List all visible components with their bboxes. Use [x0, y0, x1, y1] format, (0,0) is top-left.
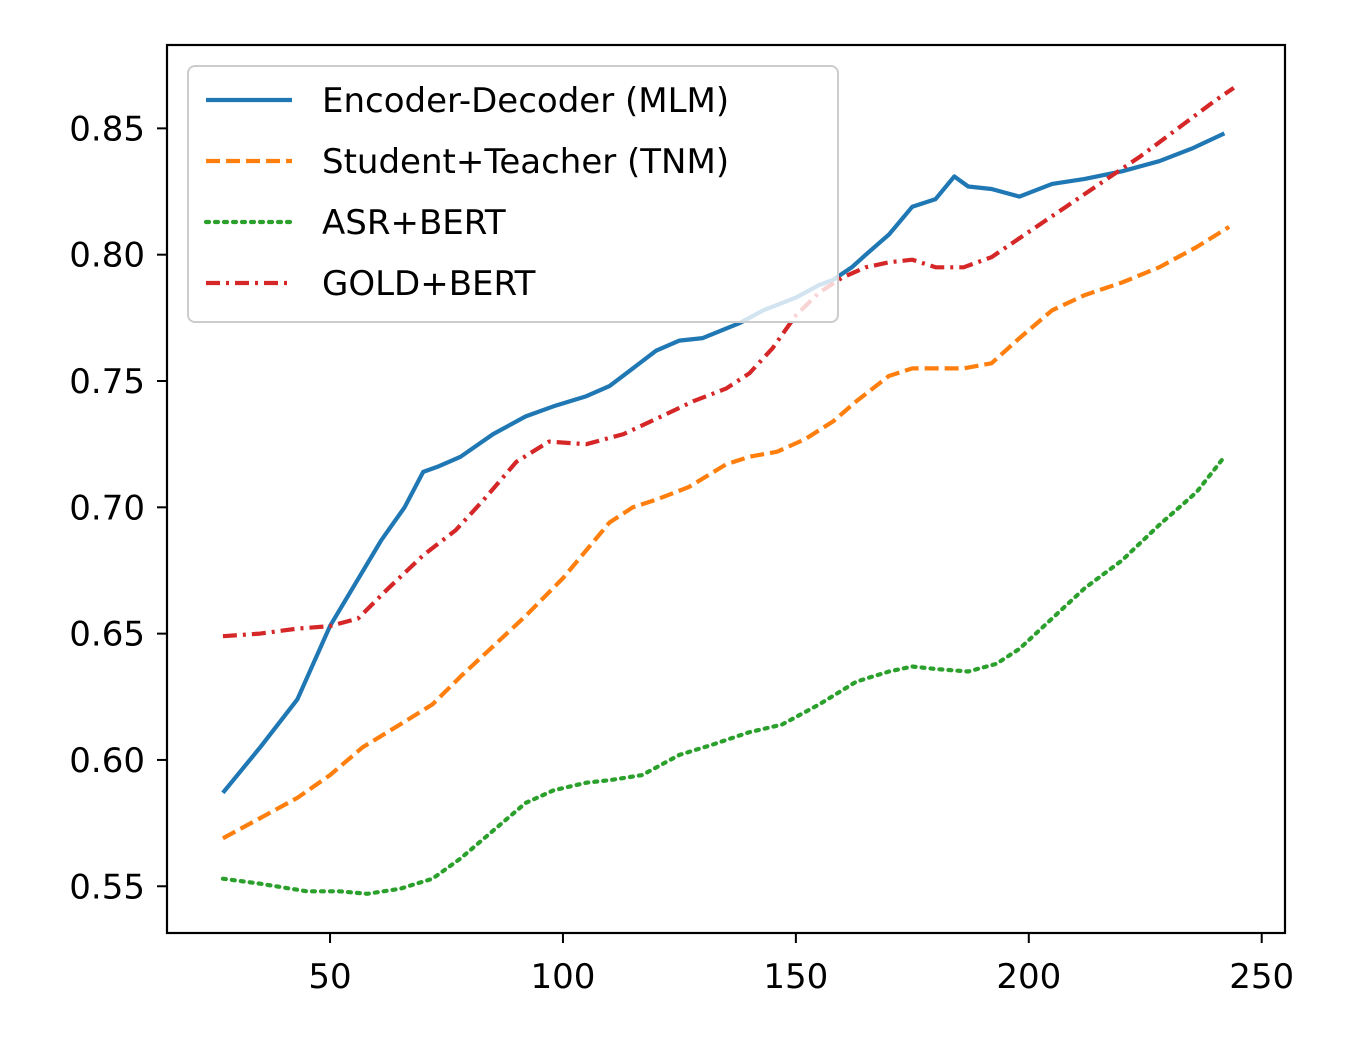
x-tick-label: 150	[763, 957, 828, 997]
legend-label-4: GOLD+BERT	[322, 264, 536, 304]
y-tick-label: 0.85	[69, 109, 145, 149]
legend-label-1: Encoder-Decoder (MLM)	[322, 81, 729, 121]
legend-box	[187, 65, 839, 323]
legend-label-3: ASR+BERT	[322, 203, 506, 243]
y-tick-label: 0.55	[69, 867, 145, 907]
y-tick-label: 0.75	[69, 362, 145, 402]
legend-label-2: Student+Teacher (TNM)	[322, 142, 729, 182]
x-tick-label: 50	[308, 957, 351, 997]
legend: Encoder-Decoder (MLM) Student+Teacher (TN…	[187, 65, 839, 323]
x-tick-label: 200	[996, 957, 1061, 997]
x-axis: 50 100 150 200 250	[308, 933, 1294, 997]
x-tick-label: 250	[1229, 957, 1294, 997]
y-tick-label: 0.60	[69, 741, 145, 781]
plot-frame	[165, 43, 1287, 935]
y-tick-label: 0.80	[69, 236, 145, 276]
series-line-3	[220, 454, 1227, 896]
x-tick-label: 100	[531, 957, 596, 997]
series-line-4	[222, 86, 1235, 639]
series-line-2	[221, 225, 1231, 841]
y-axis: 0.55 0.60 0.65 0.70 0.75 0.80 0.85	[69, 109, 167, 907]
y-tick-label: 0.65	[69, 615, 145, 655]
y-tick-label: 0.70	[69, 488, 145, 528]
